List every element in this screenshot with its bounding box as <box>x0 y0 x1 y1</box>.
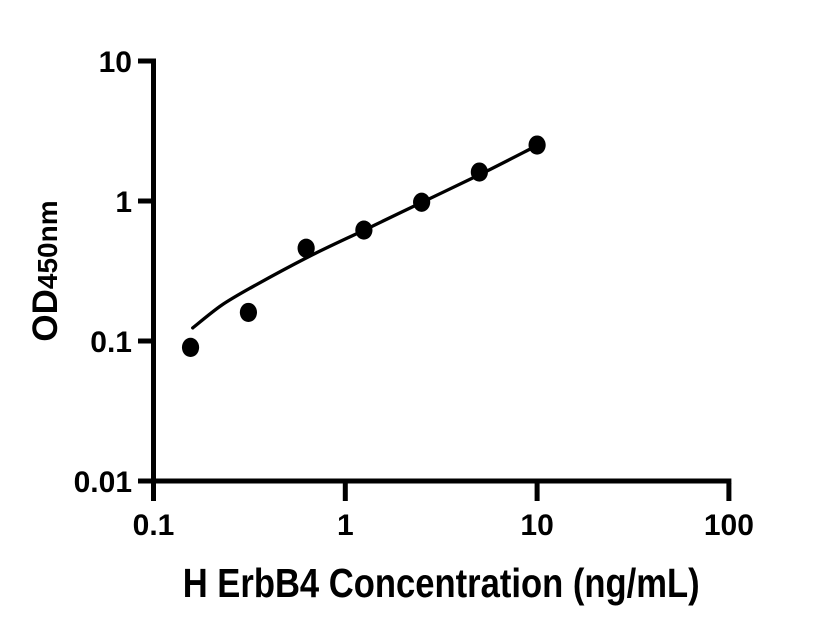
data-point-4 <box>413 192 431 212</box>
data-point-5 <box>470 162 488 182</box>
y-tick-label-10: 10 <box>99 46 132 79</box>
y-tick-label-0.1: 0.1 <box>90 326 132 359</box>
x-axis-title: H ErbB4 Concentration (ng/mL) <box>183 560 700 606</box>
data-point-3 <box>355 220 373 240</box>
data-point-6 <box>528 135 546 155</box>
y-tick-label-1: 1 <box>115 186 132 219</box>
data-point-1 <box>239 302 258 323</box>
y-axis-title: OD450nm <box>26 200 65 341</box>
x-tick-label-10: 10 <box>520 509 553 542</box>
x-tick-label-1: 1 <box>337 509 354 542</box>
data-point-2 <box>297 238 315 258</box>
data-point-0 <box>181 337 200 358</box>
y-axis-title-main: OD <box>26 289 65 342</box>
x-tick-label-0.1: 0.1 <box>133 509 175 542</box>
y-tick-label-0.01: 0.01 <box>74 466 132 499</box>
x-tick-label-100: 100 <box>704 509 754 542</box>
y-axis-title-sub: 450nm <box>32 200 63 289</box>
